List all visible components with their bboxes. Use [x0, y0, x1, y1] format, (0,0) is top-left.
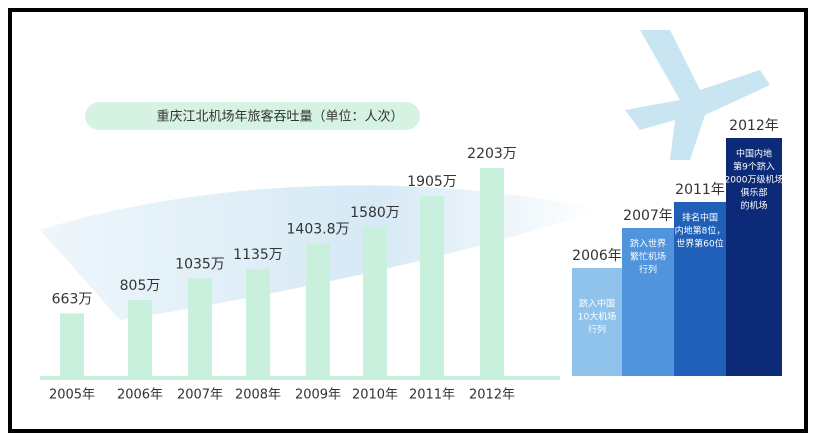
milestone-year: 2011年 — [675, 182, 725, 198]
bar — [420, 196, 444, 376]
bar — [363, 226, 387, 376]
milestone-year: 2006年 — [572, 248, 622, 264]
value-label: 1905万 — [407, 174, 457, 190]
x-tick-label: 2009年 — [295, 388, 341, 403]
chart-title: 重庆江北机场年旅客吞吐量（单位：人次） — [156, 109, 403, 125]
milestone-year: 2012年 — [729, 118, 779, 134]
milestone-text: 世界第60位 — [676, 238, 723, 250]
value-label: 1580万 — [350, 205, 400, 221]
airplane — [625, 30, 770, 160]
x-tick-label: 2012年 — [469, 388, 515, 403]
milestone-text: 内地第8位， — [675, 225, 726, 237]
bar — [306, 243, 330, 376]
milestone-text: 10大机场 — [578, 311, 616, 323]
milestone-block — [674, 202, 726, 376]
value-label: 1403.8万 — [287, 221, 350, 237]
milestone-block — [726, 138, 782, 376]
milestone-text: 跻入中国 — [579, 298, 615, 310]
x-tick-label: 2011年 — [409, 388, 455, 403]
milestone-text: 的机场 — [740, 200, 767, 212]
milestone-text: 行列 — [639, 264, 657, 276]
milestone-block — [622, 228, 674, 376]
bar — [128, 299, 152, 376]
value-label: 2203万 — [467, 146, 517, 162]
value-label: 663万 — [52, 291, 93, 307]
bar — [188, 278, 212, 376]
milestone-text: 第9个跻入 — [733, 161, 775, 173]
milestone-block — [572, 268, 622, 376]
milestone-text: 繁忙机场 — [630, 251, 666, 263]
milestone-year: 2007年 — [623, 208, 673, 224]
x-tick-label: 2010年 — [352, 388, 398, 403]
bar — [60, 313, 84, 376]
milestone-text: 俱乐部 — [740, 187, 767, 199]
value-label: 1135万 — [233, 247, 283, 263]
bar — [246, 268, 270, 376]
x-tick-label: 2005年 — [49, 388, 95, 403]
title-banner — [85, 102, 420, 130]
x-tick-label: 2008年 — [235, 388, 281, 403]
x-tick-label: 2006年 — [117, 388, 163, 403]
milestone-text: 中国内地 — [736, 148, 772, 160]
bar — [480, 168, 504, 376]
milestone-text: 排名中国 — [682, 212, 718, 224]
milestone-text: 跻入世界 — [630, 238, 666, 250]
x-tick-label: 2007年 — [177, 388, 223, 403]
value-label: 805万 — [120, 278, 161, 294]
milestone-text: 行列 — [588, 324, 606, 336]
milestone-text: 2000万级机场 — [725, 174, 784, 186]
value-label: 1035万 — [175, 256, 225, 272]
